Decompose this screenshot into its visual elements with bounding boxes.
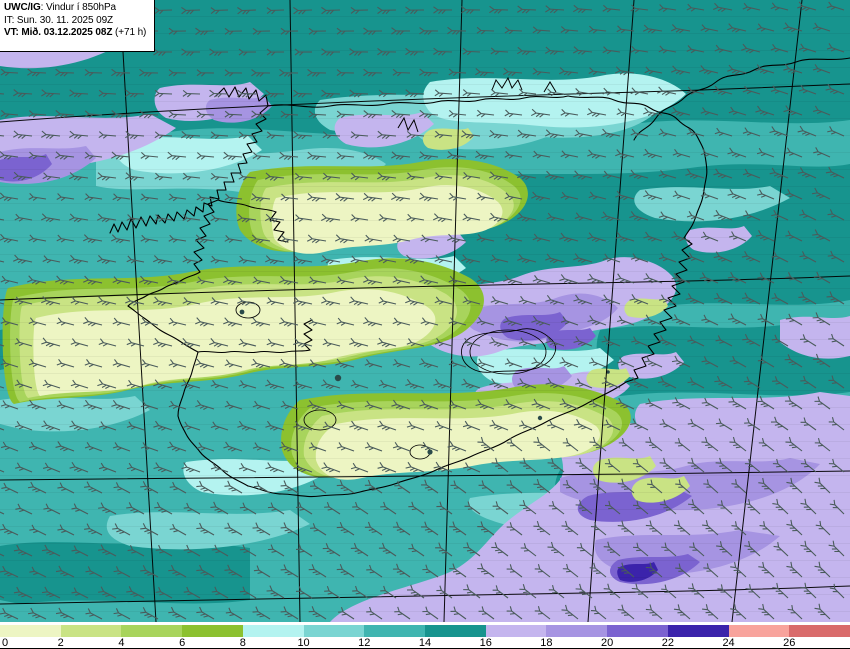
model-label: UWC/IG [4, 2, 41, 13]
legend-swatch [243, 625, 304, 637]
legend-swatch [668, 625, 729, 637]
valid-time-lead: (+71 h) [112, 27, 146, 38]
legend-swatch [304, 625, 365, 637]
product-label: : Vindur í 850hPa [41, 2, 116, 13]
model-line: UWC/IG: Vindur í 850hPa [4, 2, 151, 15]
legend-swatch [0, 625, 61, 637]
legend-swatch [607, 625, 668, 637]
valid-time-prefix: VT: [4, 27, 21, 38]
legend-swatch [121, 625, 182, 637]
weather-map-page: UWC/IG: Vindur í 850hPa IT: Sun. 30. 11.… [0, 0, 850, 649]
map-layers [0, 0, 850, 622]
legend-swatch [364, 625, 425, 637]
legend-swatch [486, 625, 547, 637]
legend-swatch [729, 625, 790, 637]
init-time-line: IT: Sun. 30. 11. 2025 09Z [4, 15, 151, 28]
legend-swatch [61, 625, 122, 637]
color-scale-bar [0, 625, 850, 637]
color-scale-legend: 0 2 4 6 8 10 12 14 16 18 20 22 24 26 [0, 622, 850, 649]
valid-time-line: VT: Mið. 03.12.2025 08Z (+71 h) [4, 27, 151, 40]
valid-time-value: Mið. 03.12.2025 08Z [21, 27, 112, 38]
map-info-box: UWC/IG: Vindur í 850hPa IT: Sun. 30. 11.… [0, 0, 155, 52]
map-canvas[interactable]: UWC/IG: Vindur í 850hPa IT: Sun. 30. 11.… [0, 0, 850, 622]
legend-swatch [182, 625, 243, 637]
legend-swatch [789, 625, 850, 637]
legend-swatch [425, 625, 486, 637]
legend-swatch [546, 625, 607, 637]
wind-field-map [0, 0, 850, 622]
